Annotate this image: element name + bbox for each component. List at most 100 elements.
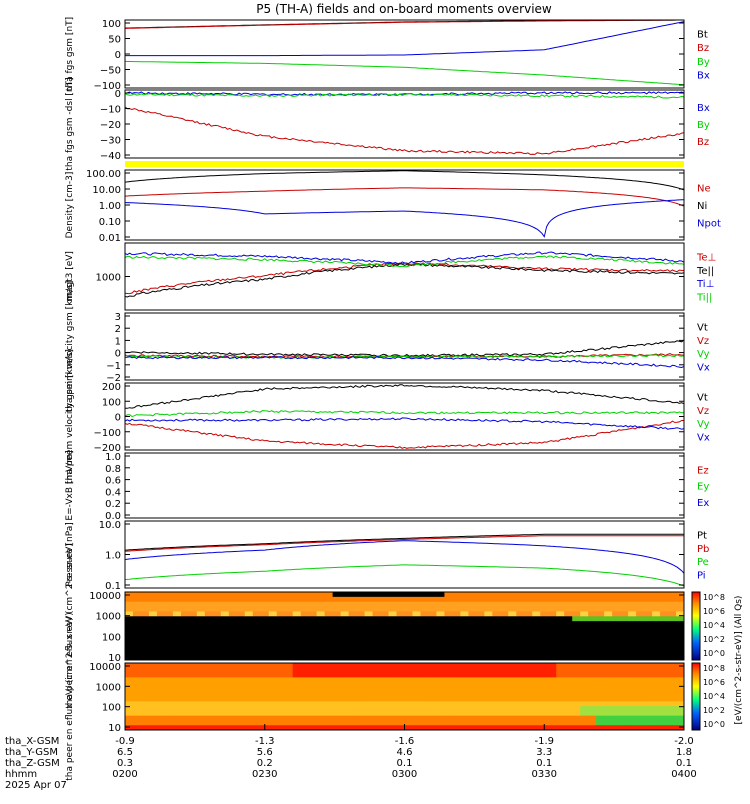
- spectrogram-cell: [308, 592, 318, 598]
- spectrogram-cell: [196, 667, 206, 674]
- spectrogram-cell: [564, 601, 573, 608]
- spectrogram-cell: [596, 682, 605, 688]
- spectrogram-cell: [412, 663, 421, 669]
- spectrogram-cell: [500, 672, 509, 678]
- spectrogram-cell: [204, 645, 214, 651]
- spectrogram-cell: [620, 606, 629, 612]
- spectrogram-cell: [132, 672, 142, 678]
- spectrogram-cell: [252, 706, 262, 712]
- spectrogram-cell: [388, 611, 398, 617]
- legend-label: Ti||: [696, 293, 712, 304]
- spectrogram-cell: [188, 686, 198, 693]
- spectrogram-cell: [524, 672, 533, 678]
- spectrogram-cell: [204, 601, 214, 608]
- spectrogram-cell: [460, 645, 469, 651]
- spectrogram-cell: [132, 701, 142, 707]
- spectrogram-cell: [220, 621, 230, 627]
- spectrogram-cell: [276, 691, 286, 697]
- spectrogram-cell: [188, 725, 198, 731]
- spectrogram-cell: [484, 686, 493, 693]
- spectrogram-cell: [668, 710, 677, 717]
- spectrogram-cell: [564, 667, 573, 674]
- spectrogram-cell: [276, 635, 286, 642]
- spectrogram-cell: [125, 696, 134, 702]
- spectrogram-cell: [452, 710, 461, 717]
- y-tick-label: 10000: [89, 591, 121, 602]
- spectrogram-cell: [492, 696, 501, 702]
- spectrogram-cell: [308, 715, 318, 721]
- spectrogram-cell: [652, 650, 661, 656]
- spectrogram-cell: [324, 715, 334, 721]
- series-line-Bz: [124, 106, 685, 155]
- series-line-Pi: [124, 540, 685, 574]
- spectrogram-cell: [556, 635, 565, 642]
- series-line-Pt: [124, 533, 684, 551]
- spectrogram-cell: [188, 645, 198, 651]
- spectrogram-cell: [204, 686, 214, 693]
- spectrogram-cell: [596, 706, 605, 712]
- spectrogram-cell: [196, 686, 206, 693]
- spectrogram-cell: [348, 596, 358, 603]
- spectrogram-cell: [276, 682, 286, 688]
- spectrogram-cell: [524, 715, 533, 721]
- spectrogram-cell: [372, 701, 382, 707]
- spectrogram-cell: [572, 686, 581, 693]
- spectrogram-cell: [524, 663, 533, 669]
- spectrogram-cell: [332, 640, 342, 646]
- legend-label: Ti⊥: [696, 279, 714, 290]
- spectrogram-cell: [524, 630, 533, 637]
- spectrogram-cell: [548, 621, 557, 627]
- spectrogram-cell: [348, 601, 358, 608]
- spectrogram-cell: [380, 677, 390, 683]
- spectrogram-cell: [220, 701, 230, 707]
- spectrogram-cell: [668, 630, 677, 637]
- spectrogram-cell: [532, 635, 541, 642]
- panel-frame: [124, 520, 685, 589]
- spectrogram-cell: [276, 611, 286, 617]
- spectrogram-cell: [540, 696, 549, 702]
- series-line-Bx: [125, 21, 685, 57]
- spectrogram-cell: [308, 630, 318, 637]
- spectrogram-cell: [580, 596, 589, 603]
- spectrogram-cell: [596, 677, 605, 683]
- spectrogram-cell: [668, 606, 677, 612]
- spectrogram-cell: [604, 663, 613, 669]
- y-tick-label: 0: [115, 50, 121, 61]
- spectrogram-cell: [300, 706, 310, 712]
- spectrogram-cell: [612, 701, 621, 707]
- spectrogram-cell: [204, 720, 214, 726]
- spectrogram-cell: [276, 686, 286, 693]
- legend-label: Vy: [697, 419, 710, 430]
- spectrogram-cell: [380, 650, 390, 656]
- spectrogram-cell: [300, 667, 310, 674]
- spectrogram-cell: [420, 606, 429, 612]
- spectrogram-cell: [276, 725, 286, 731]
- spectrogram-cell: [364, 672, 374, 678]
- spectrogram-cell: [508, 706, 517, 712]
- spectrogram-cell: [148, 701, 158, 707]
- spectrogram-cell: [476, 691, 485, 697]
- spectrogram-cell: [340, 655, 350, 661]
- spectrogram-cell: [276, 596, 286, 603]
- y-tick-label: 100.00: [86, 169, 121, 180]
- spectrogram-cell: [356, 645, 366, 651]
- spectrogram-cell: [196, 616, 206, 622]
- colorbar-tick: 10^8: [703, 664, 725, 673]
- spectrogram-cell: [668, 616, 677, 622]
- spectrogram-cell: [332, 672, 342, 678]
- spectrogram-cell: [636, 667, 645, 674]
- spectrogram-cell: [452, 691, 461, 697]
- spectrogram-cell: [660, 715, 669, 721]
- spectrogram-cell: [260, 677, 270, 683]
- spectrogram-cell: [428, 720, 437, 726]
- spectrogram-cell: [420, 691, 429, 697]
- spectrogram-cell: [628, 720, 637, 726]
- spectrogram-cell: [180, 677, 190, 683]
- spectrogram-cell: [292, 686, 302, 693]
- spectrogram-cell: [612, 635, 621, 642]
- spectrogram-cell: [236, 696, 246, 702]
- spectrogram-cell: [572, 640, 581, 646]
- spectrogram-cell: [164, 686, 174, 693]
- spectrogram-cell: [172, 611, 182, 617]
- spectrogram-cell: [636, 706, 645, 712]
